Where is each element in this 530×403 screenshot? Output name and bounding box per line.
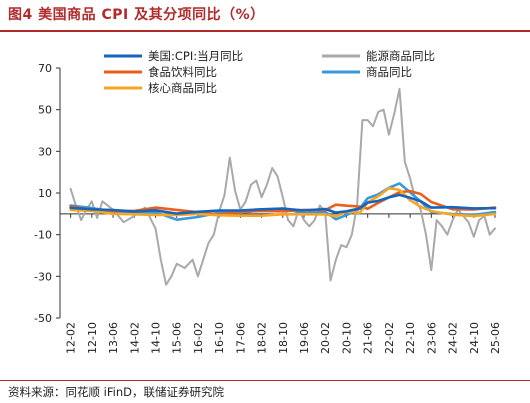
legend-label-1: 能源商品同比 bbox=[366, 49, 435, 63]
x-tick-label: 24-10 bbox=[468, 322, 481, 354]
source-rule bbox=[0, 380, 530, 381]
x-tick-label: 12-02 bbox=[65, 322, 78, 354]
figure-source: 资料来源：同花顺 iFinD，联储证券研究院 bbox=[8, 385, 224, 399]
x-tick-label: 16-02 bbox=[192, 322, 205, 354]
x-tick-label: 24-02 bbox=[447, 322, 460, 354]
legend-label-4: 核心商品同比 bbox=[148, 81, 217, 95]
title-rule bbox=[0, 30, 530, 32]
x-tick-label: 22-10 bbox=[404, 322, 417, 354]
x-tick-label: 18-02 bbox=[256, 322, 269, 354]
x-tick-label: 23-06 bbox=[425, 322, 438, 354]
y-tick-label: 70 bbox=[38, 62, 52, 75]
x-tick-label: 22-02 bbox=[383, 322, 396, 354]
series-line-2 bbox=[69, 189, 497, 216]
x-tick-label: 19-06 bbox=[298, 322, 311, 354]
y-tick-label: -50 bbox=[34, 312, 52, 325]
series-line-4 bbox=[69, 186, 497, 218]
y-tick-label: 50 bbox=[38, 104, 52, 117]
legend-label-0: 美国:CPI:当月同比 bbox=[148, 49, 243, 63]
series-line-0 bbox=[69, 193, 497, 215]
x-tick-label: 15-06 bbox=[171, 322, 184, 354]
y-tick-label: -30 bbox=[34, 270, 52, 283]
x-tick-label: 20-10 bbox=[340, 322, 353, 354]
series-line-1 bbox=[69, 87, 496, 286]
x-tick-label: 25-06 bbox=[489, 322, 502, 354]
x-tick-label: 14-10 bbox=[149, 322, 162, 354]
figure-title: 图4 美国商品 CPI 及其分项同比（%） bbox=[8, 7, 265, 23]
y-tick-label: -10 bbox=[34, 229, 52, 242]
x-tick-label: 20-02 bbox=[319, 322, 332, 354]
x-tick-label: 18-10 bbox=[277, 322, 290, 354]
y-tick-label: 10 bbox=[38, 187, 52, 200]
y-tick-label: 30 bbox=[38, 145, 52, 158]
x-tick-label: 21-06 bbox=[362, 322, 375, 354]
x-tick-label: 12-10 bbox=[86, 322, 99, 354]
x-tick-label: 14-02 bbox=[128, 322, 141, 354]
x-tick-label: 17-06 bbox=[234, 322, 247, 354]
legend-label-3: 商品同比 bbox=[366, 65, 412, 79]
x-tick-label: 16-10 bbox=[213, 322, 226, 354]
legend-label-2: 食品饮料同比 bbox=[148, 65, 217, 79]
x-tick-label: 13-06 bbox=[107, 322, 120, 354]
